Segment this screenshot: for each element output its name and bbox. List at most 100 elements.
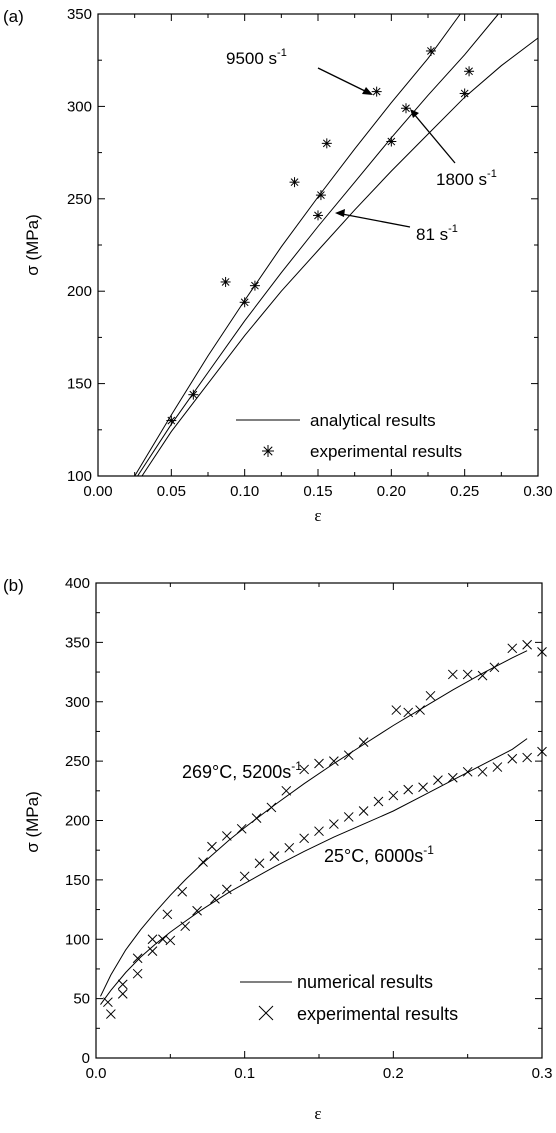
data-point-cross (403, 784, 414, 795)
data-point-cross (329, 756, 339, 766)
data-point-cross (507, 643, 518, 654)
x-tick-label: 0.30 (523, 483, 552, 500)
data-point-cross (343, 750, 354, 761)
data-point-asterisk (371, 86, 382, 97)
data-point-cross (117, 979, 128, 990)
data-point-cross (198, 857, 208, 867)
data-point-asterisk (166, 415, 177, 426)
y-tick-label: 50 (73, 991, 90, 1008)
data-point-cross (269, 851, 280, 861)
annotation-1800-arrowhead (410, 109, 419, 118)
panel-a-legend-analytical: analytical results (310, 411, 436, 430)
data-point-cross (165, 935, 176, 946)
panel-a: (a) 0.00 0.05 0.10 0.15 0.20 0.25 0.30 100 150 20… (3, 6, 553, 525)
data-point-cross (522, 752, 532, 763)
data-point-cross (415, 705, 425, 715)
panel-a-x-axis-title: ε (314, 506, 321, 525)
data-point-cross (284, 842, 295, 853)
data-point-cross (358, 737, 369, 747)
series-line-3 (141, 37, 539, 477)
x-tick-label: 0.25 (450, 483, 479, 500)
annotation-25c-sup: -1 (423, 843, 434, 857)
panel-b-legend-experimental: experimental results (297, 1004, 458, 1024)
panel-a-ticks: 0.00 0.05 0.10 0.15 0.20 0.25 0.30 100 150 200 250… (67, 6, 553, 500)
data-point-asterisk (315, 190, 326, 201)
data-point-cross (314, 826, 324, 837)
data-point-cross (492, 762, 503, 772)
panel-b-legend-numerical: numerical results (297, 972, 433, 992)
annotation-9500: 9500 s-1 (226, 47, 287, 68)
data-point-cross (162, 909, 173, 920)
y-tick-label: 150 (67, 376, 92, 393)
data-point-asterisk (289, 177, 300, 188)
data-point-cross (106, 1009, 116, 1019)
x-tick-label: 0.00 (83, 483, 112, 500)
x-tick-label: 0.1 (234, 1065, 255, 1082)
panel-a-label: (a) (3, 7, 24, 26)
y-tick-label: 0 (82, 1050, 90, 1067)
data-point-cross (299, 764, 309, 775)
panel-b-x-axis-title: ε (314, 1104, 321, 1123)
data-point-cross (177, 886, 188, 897)
data-point-cross (447, 669, 458, 680)
y-tick-label: 350 (65, 634, 90, 651)
data-point-cross (343, 812, 354, 822)
panel-a-legend-experimental: experimental results (310, 442, 462, 461)
data-point-cross (281, 785, 292, 796)
data-point-cross (314, 758, 324, 769)
data-point-asterisk (188, 389, 199, 400)
annotation-1800-sup: -1 (487, 168, 497, 180)
data-point-cross (239, 871, 250, 882)
panel-b-points (103, 639, 547, 1019)
annotation-269c-sup: -1 (291, 759, 302, 773)
legend-asterisk (262, 445, 274, 457)
x-tick-label: 0.3 (532, 1065, 553, 1082)
data-point-asterisk (425, 45, 436, 56)
y-tick-label: 150 (65, 872, 90, 889)
y-tick-label: 200 (65, 813, 90, 830)
annotation-1800: 1800 s-1 (436, 168, 497, 189)
data-point-asterisk (321, 138, 332, 149)
y-tick-label: 200 (67, 283, 92, 300)
data-point-asterisk (401, 103, 411, 114)
data-point-cross (537, 746, 547, 757)
y-tick-label: 350 (67, 6, 92, 23)
data-point-cross (299, 833, 309, 844)
data-point-cross (462, 669, 473, 680)
series-line-2 (100, 738, 528, 1005)
data-point-cross (221, 884, 232, 895)
data-point-cross (117, 989, 128, 999)
data-point-cross (373, 796, 384, 807)
data-point-cross (207, 841, 217, 852)
legend-cross (258, 1005, 274, 1021)
annotation-269c: 269°C, 5200s-1 (182, 759, 302, 782)
annotation-25c: 25°C, 6000s-1 (324, 843, 434, 866)
panel-b: (b) 0.0 0.1 0.2 0.3 0 50 100 150 200 250 300 350 400… (3, 575, 552, 1123)
annotation-269c-text: 269°C, 5200s (182, 762, 291, 782)
data-point-asterisk (249, 280, 260, 291)
data-point-cross (266, 802, 277, 813)
annotation-25c-text: 25°C, 6000s (324, 846, 423, 866)
data-point-cross (433, 775, 443, 785)
series-line-1 (100, 650, 528, 997)
data-point-cross (180, 921, 191, 932)
x-tick-label: 0.05 (157, 483, 186, 500)
y-tick-label: 100 (67, 468, 92, 485)
data-point-cross (388, 790, 399, 801)
annotation-81-sup: -1 (448, 223, 458, 235)
series-line-2 (137, 13, 499, 477)
panel-b-ticks: 0.0 0.1 0.2 0.3 0 50 100 150 200 250 300 350 400 (65, 575, 552, 1082)
data-point-cross (132, 968, 143, 979)
y-tick-label: 400 (65, 575, 90, 592)
y-tick-label: 250 (67, 191, 92, 208)
panel-a-y-axis-title: σ (MPa) (23, 214, 42, 276)
y-tick-label: 300 (65, 694, 90, 711)
annotation-81: 81 s-1 (416, 223, 458, 244)
data-point-cross (522, 639, 532, 650)
annotation-1800-text: 1800 s (436, 170, 487, 189)
data-point-cross (358, 806, 369, 816)
data-point-cross (210, 894, 220, 904)
series-line-1 (134, 13, 461, 477)
data-point-cross (418, 782, 428, 793)
annotation-9500-sup: -1 (277, 47, 287, 59)
